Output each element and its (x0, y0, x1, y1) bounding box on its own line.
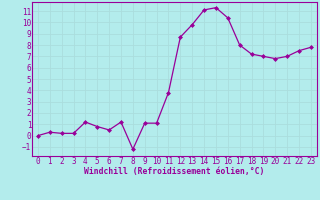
X-axis label: Windchill (Refroidissement éolien,°C): Windchill (Refroidissement éolien,°C) (84, 167, 265, 176)
